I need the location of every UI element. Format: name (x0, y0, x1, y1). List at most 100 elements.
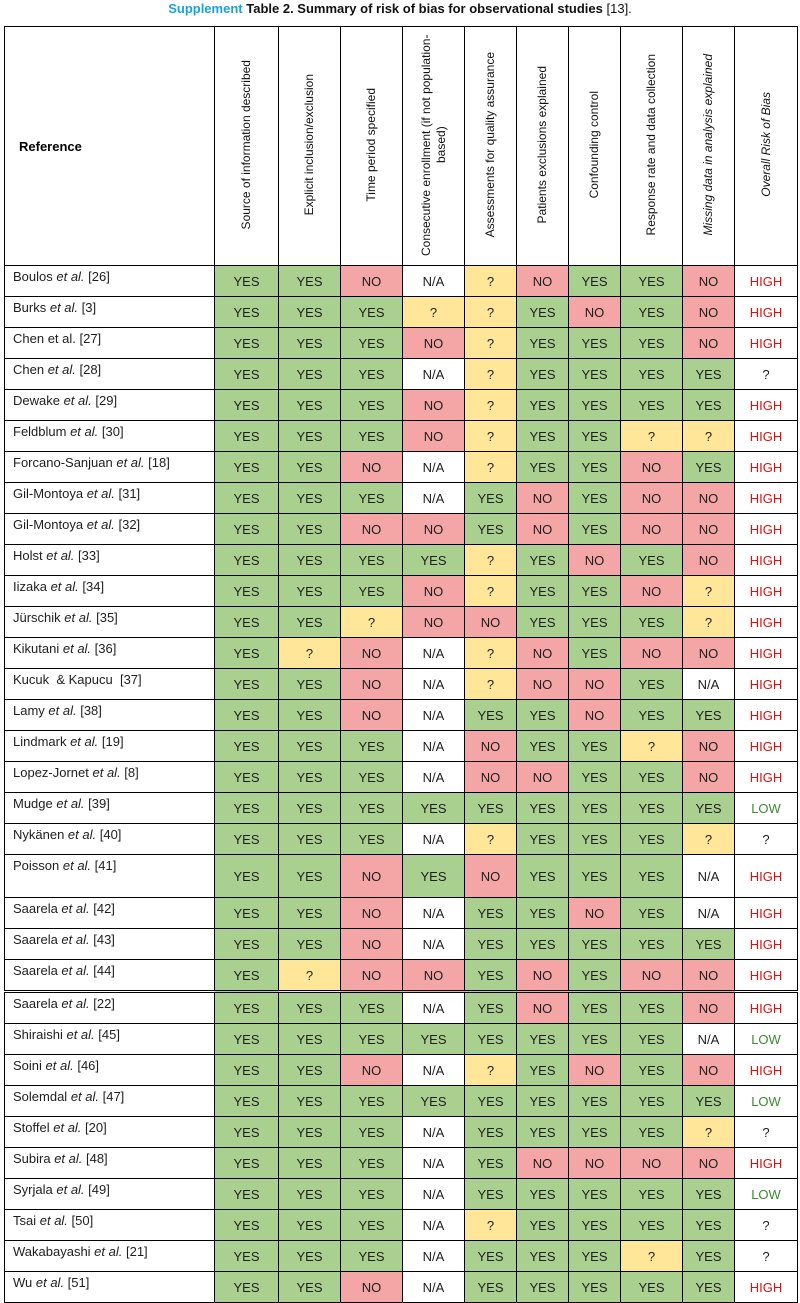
rating-cell: NO (464, 761, 517, 793)
rating-cell: YES (682, 1209, 735, 1241)
rating-cell: YES (214, 730, 279, 762)
rating-cell: ? (464, 1054, 517, 1086)
et-al: et al. (59, 641, 92, 656)
rating-cell: YES (620, 854, 683, 898)
rating-cell: N/A (402, 1209, 465, 1241)
author-name: Tsai (13, 1213, 37, 1228)
table-row: Lopez-Jornet et al. [8] YES YES YES N/A NO NO Y… (4, 761, 798, 793)
rating-cell: YES (568, 389, 621, 421)
rating-cell: YES (568, 1209, 621, 1241)
rating-cell: N/A (682, 1023, 735, 1055)
overall-risk-cell: HIGH (734, 730, 798, 762)
rating-cell: N/A (402, 1116, 465, 1148)
rating-cell: ? (620, 420, 683, 452)
rating-cell: YES (340, 1147, 403, 1179)
citation-number: [44] (89, 963, 115, 978)
citation-number: [22] (89, 996, 115, 1011)
col-header: Overall Risk of Bias (734, 26, 798, 266)
rating-cell: YES (682, 1085, 735, 1117)
rating-cell: NO (340, 699, 403, 731)
caption-reference: [13]. (606, 1, 632, 16)
rating-cell: YES (516, 1271, 569, 1303)
rating-cell: YES (340, 1178, 403, 1210)
table-row: Subira et al. [48] YES YES YES N/A YES NO NO NO N… (4, 1147, 798, 1179)
table-row: Syrjala et al. [49] YES YES YES N/A YES YES YES… (4, 1178, 798, 1210)
rating-cell: N/A (402, 1271, 465, 1303)
rating-cell: N/A (402, 265, 465, 297)
reference-cell: Iizaka et al. [34] (4, 575, 215, 607)
citation-number: [45] (94, 1027, 120, 1042)
rating-cell: YES (402, 792, 465, 824)
col-header: Confounding control (568, 26, 621, 266)
rating-cell: YES (620, 389, 683, 421)
rating-cell: YES (516, 730, 569, 762)
rating-cell: YES (620, 823, 683, 855)
overall-risk-cell: HIGH (734, 959, 798, 992)
rating-cell: ? (682, 823, 735, 855)
author-name: Stoffel (13, 1120, 50, 1135)
citation-number: [38] (76, 703, 102, 718)
rating-cell: YES (620, 327, 683, 359)
citation-number: [42] (89, 901, 115, 916)
reference-cell: Chen et al. [27] (4, 327, 215, 359)
rating-cell: YES (464, 1023, 517, 1055)
rating-cell: YES (214, 854, 279, 898)
rating-cell: YES (568, 1085, 621, 1117)
reference-cell: Saarela et al. [43] (4, 928, 215, 960)
citation-number: [37] (112, 672, 142, 687)
rating-cell: ? (464, 420, 517, 452)
citation-number: [27] (75, 331, 102, 346)
rating-cell: YES (568, 265, 621, 297)
rating-cell: YES (568, 959, 621, 992)
rating-cell: YES (516, 699, 569, 731)
table-row: Gil-Montoya et al. [31] YES YES YES N/A YES NO… (4, 482, 798, 514)
reference-cell: Saarela et al. [22] (4, 990, 215, 1024)
rating-cell: YES (620, 265, 683, 297)
rating-cell: ? (464, 451, 517, 483)
reference-cell: Gil-Montoya et al. [32] (4, 513, 215, 545)
rating-cell: N/A (402, 1054, 465, 1086)
citation-number: [30] (98, 424, 124, 439)
rating-cell: YES (516, 1023, 569, 1055)
rating-cell: YES (464, 959, 517, 992)
reference-cell: Kikutani et al. [36] (4, 637, 215, 669)
rating-cell: NO (402, 420, 465, 452)
rating-cell: NO (516, 959, 569, 992)
rating-cell: YES (278, 1209, 341, 1241)
reference-cell: Feldblum et al. [30] (4, 420, 215, 452)
rating-cell: YES (516, 358, 569, 390)
rating-cell: ? (402, 296, 465, 328)
rating-cell: YES (214, 389, 279, 421)
rating-cell: N/A (402, 730, 465, 762)
citation-number: [8] (120, 765, 139, 780)
rating-cell: YES (464, 928, 517, 960)
rating-cell: YES (214, 606, 279, 638)
reference-cell: Wakabayashi et al. [21] (4, 1240, 215, 1272)
author-name: Saarela (13, 901, 58, 916)
rating-cell: NO (516, 482, 569, 514)
rating-cell: YES (278, 575, 341, 607)
rating-cell: ? (464, 389, 517, 421)
reference-cell: Kucuk & Kapucu [37] (4, 668, 215, 700)
rating-cell: NO (682, 959, 735, 992)
rating-cell: NO (682, 265, 735, 297)
overall-risk-cell: ? (734, 1209, 798, 1241)
rating-cell: YES (214, 358, 279, 390)
et-al: et al. (44, 362, 76, 377)
rating-cell: YES (516, 1085, 569, 1117)
rating-cell: YES (568, 1178, 621, 1210)
col-header: Time period specified (340, 26, 403, 266)
rating-cell: YES (568, 451, 621, 483)
table-row: Saarela et al. [42] YES YES NO N/A YES YES NO YE… (4, 897, 798, 929)
rating-cell: YES (516, 575, 569, 607)
rating-cell: YES (214, 451, 279, 483)
rating-cell: NO (464, 606, 517, 638)
et-al: et al. (59, 858, 92, 873)
rating-cell: N/A (402, 897, 465, 929)
overall-risk-cell: HIGH (734, 990, 798, 1024)
reference-cell: Lindmark et al. [19] (4, 730, 215, 762)
author-name: Lopez-Jornet (13, 765, 89, 780)
author-name: Jürschik (13, 610, 61, 625)
author-name: Shiraishi (13, 1027, 63, 1042)
rating-cell: YES (620, 668, 683, 700)
